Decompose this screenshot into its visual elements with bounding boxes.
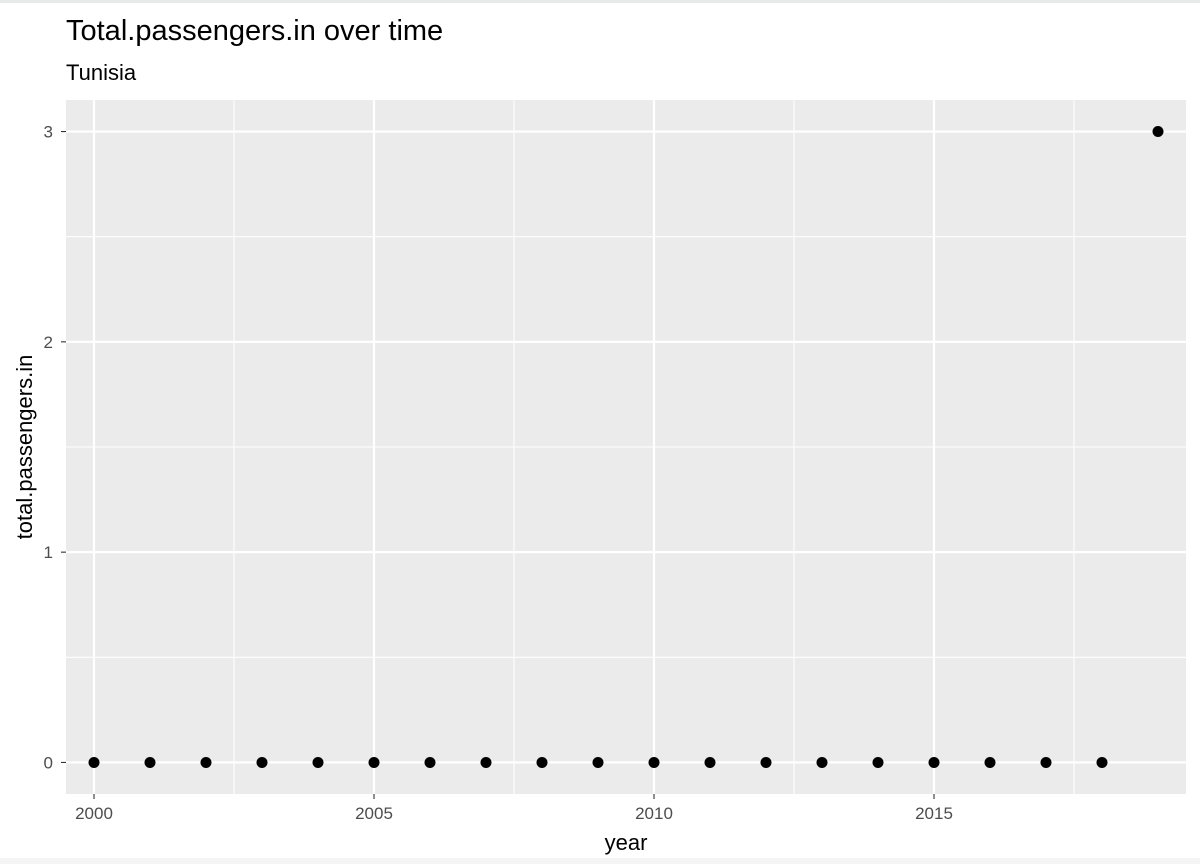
y-axis-title: total.passengers.in	[12, 355, 37, 540]
data-point	[256, 756, 268, 768]
data-point	[1152, 126, 1164, 138]
y-tick-label: 3	[44, 123, 53, 142]
x-tick-label: 2000	[75, 804, 113, 823]
data-points	[88, 126, 1164, 768]
data-point	[536, 756, 548, 768]
scatter-plot: 2000 2005 2010 2015 0 1 2 3 year total.passeng…	[12, 100, 1186, 855]
data-point	[816, 756, 828, 768]
data-point	[200, 756, 212, 768]
data-point	[592, 756, 604, 768]
data-point	[984, 756, 996, 768]
x-tick-label: 2015	[915, 804, 953, 823]
data-point	[704, 756, 716, 768]
x-axis-ticks: 2000 2005 2010 2015	[75, 794, 953, 823]
chart-title: Total.passengers.in over time	[66, 15, 444, 47]
data-point	[872, 756, 884, 768]
data-point	[88, 756, 100, 768]
y-tick-label: 1	[44, 543, 53, 562]
major-gridlines	[66, 100, 1186, 794]
x-tick-label: 2010	[635, 804, 673, 823]
y-axis-ticks: 0 1 2 3	[44, 123, 66, 772]
data-point	[480, 756, 492, 768]
data-point	[1040, 756, 1052, 768]
data-point	[144, 756, 156, 768]
minor-gridlines	[66, 100, 1186, 794]
data-point	[424, 756, 436, 768]
chart-subtitle: Tunisia	[66, 60, 137, 85]
data-point	[368, 756, 380, 768]
data-point	[648, 756, 660, 768]
x-tick-label: 2005	[355, 804, 393, 823]
data-point	[928, 756, 940, 768]
data-point	[1096, 756, 1108, 768]
data-point	[312, 756, 324, 768]
bottom-bar	[0, 858, 1200, 864]
y-tick-label: 0	[44, 753, 53, 772]
x-axis-title: year	[605, 830, 648, 855]
data-point	[760, 756, 772, 768]
y-tick-label: 2	[44, 333, 53, 352]
